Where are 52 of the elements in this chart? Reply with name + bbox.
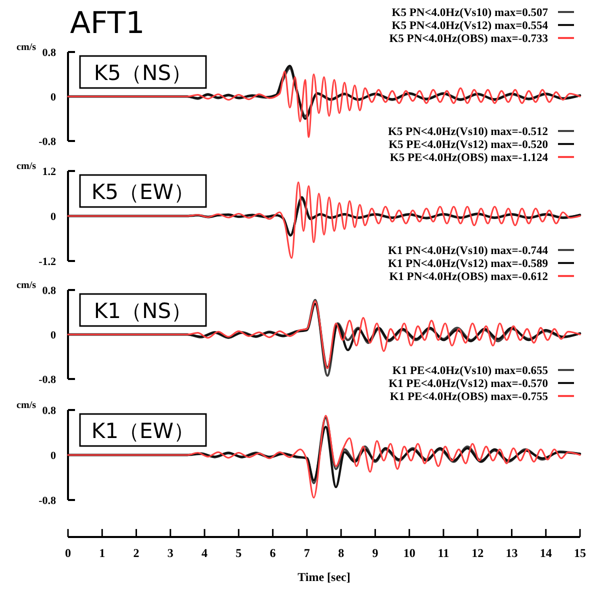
annotation: K1（NS） — [94, 299, 192, 323]
legend-label: K1 PE<4.0Hz(Vs10) max=0.655 — [392, 365, 548, 377]
y-tick-label: 0.8 — [42, 285, 56, 297]
annotation: K5（EW） — [91, 180, 195, 204]
annotation: K5（NS） — [94, 61, 192, 85]
legend-label: K1 PN<4.0Hz(Vs12) max=-0.589 — [388, 258, 548, 270]
legend-label: K5 PN<4.0Hz(Vs12) max=0.554 — [392, 20, 548, 32]
y-tick-label: -0.8 — [38, 495, 56, 507]
chart-title: AFT1 — [70, 6, 145, 41]
annotation: K1（EW） — [91, 419, 195, 443]
legend-label: K5 PE<4.0Hz(Vs12) max=-0.520 — [388, 139, 548, 151]
y-tick-label: 0 — [50, 330, 56, 342]
y-axis-title: cm/s — [16, 42, 36, 53]
legend-label: K5 PN<4.0Hz(OBS) max=-0.733 — [389, 33, 548, 45]
x-tick-label: 3 — [167, 546, 174, 560]
x-tick-label: 10 — [403, 546, 416, 560]
x-axis-title: Time [sec] — [298, 570, 350, 584]
x-tick-label: 13 — [506, 546, 518, 560]
x-tick-label: 1 — [99, 546, 106, 560]
x-tick-label: 9 — [372, 546, 378, 560]
x-tick-label: 8 — [338, 546, 344, 560]
y-tick-label: 0 — [50, 211, 56, 223]
y-axis-title: cm/s — [16, 400, 36, 411]
x-tick-label: 6 — [270, 546, 276, 560]
legend-label: K1 PE<4.0Hz(OBS) max=-0.755 — [390, 391, 548, 403]
line-series — [67, 414, 581, 499]
x-tick-label: 2 — [133, 546, 140, 560]
y-tick-label: -0.8 — [38, 136, 56, 148]
x-tick-label: 12 — [472, 546, 484, 560]
legend-label: K5 PN<4.0Hz(Vs10) max=0.507 — [392, 7, 548, 19]
x-tick-label: 11 — [438, 546, 450, 560]
y-tick-label: -1.2 — [38, 256, 56, 268]
y-tick-label: 0 — [50, 450, 56, 462]
legend-label: K5 PN<4.0Hz(Vs10) max=-0.512 — [388, 126, 548, 138]
legend-label: K1 PN<4.0Hz(Vs10) max=-0.744 — [388, 245, 548, 257]
x-tick-label: 15 — [574, 546, 586, 560]
y-tick-label: 1.2 — [42, 166, 56, 178]
x-tick-label: 4 — [202, 546, 208, 560]
legend-label: K1 PN<4.0Hz(OBS) max=-0.612 — [389, 271, 548, 283]
x-tick-label: 14 — [540, 546, 552, 560]
legend-label: K5 PE<4.0Hz(OBS) max=-1.124 — [390, 152, 548, 164]
x-tick-label: 0 — [65, 546, 71, 560]
y-tick-label: 0.8 — [42, 405, 56, 417]
x-tick-label: 7 — [304, 546, 310, 560]
y-axis-title: cm/s — [16, 161, 36, 172]
x-tick-label: 5 — [236, 546, 242, 560]
legend-label: K1 PE<4.0Hz(Vs12) max=-0.570 — [388, 378, 548, 390]
line-series — [67, 181, 581, 259]
y-axis-title: cm/s — [16, 280, 36, 291]
y-tick-label: 0.8 — [42, 47, 56, 59]
y-tick-label: -0.8 — [38, 374, 56, 386]
y-tick-label: 0 — [50, 92, 56, 104]
